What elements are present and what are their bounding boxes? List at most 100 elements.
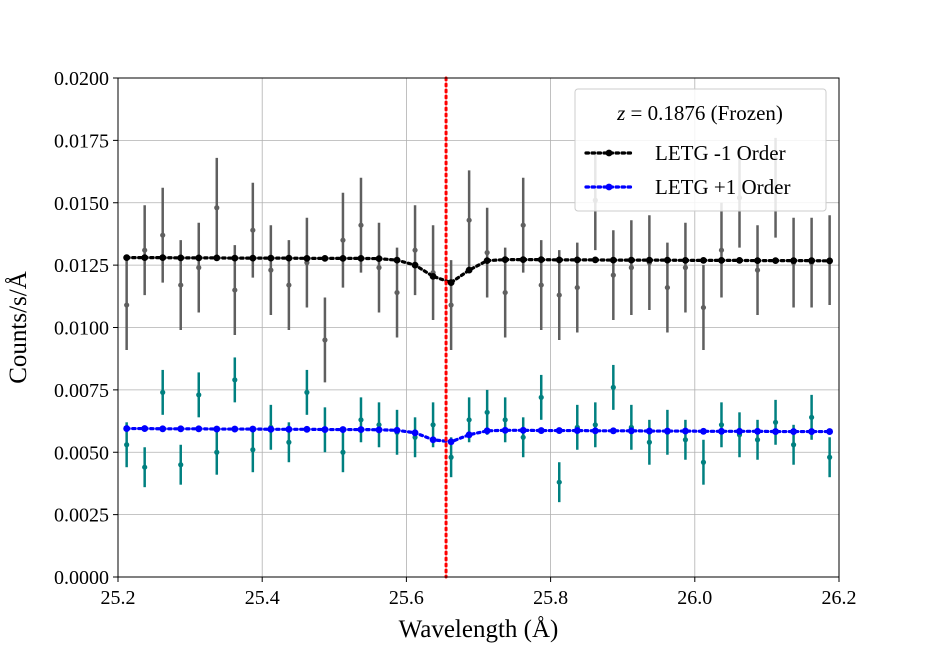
model-point — [808, 257, 816, 265]
data-point — [142, 464, 148, 470]
data-point — [340, 449, 346, 455]
axes: 25.2 25.4 25.6 25.8 26.0 26.2 0.0000 0.0025 0.00… — [54, 68, 857, 609]
data-point — [592, 422, 598, 428]
legend: z = 0.1876 (Frozen) LETG -1 Order LETG +1… — [574, 88, 827, 212]
y-tick-label: 0.0050 — [54, 442, 109, 464]
data-point — [160, 232, 166, 238]
data-point — [142, 247, 148, 253]
data-point — [268, 267, 274, 273]
x-tick-label: 25.6 — [389, 587, 424, 609]
model-point — [736, 256, 743, 264]
x-axis-title: Wavelength (Å) — [399, 616, 559, 643]
data-point — [502, 289, 508, 296]
model-point — [231, 425, 239, 433]
model-point — [267, 254, 275, 262]
model-point — [465, 431, 473, 439]
model-point — [411, 429, 419, 437]
model-point — [826, 257, 834, 265]
data-point — [214, 205, 220, 211]
model-point — [429, 272, 437, 280]
model-point — [627, 427, 635, 435]
model-point — [285, 254, 293, 262]
model-point — [267, 425, 275, 433]
model-point — [483, 257, 491, 265]
model-point — [483, 427, 491, 435]
data-point — [322, 337, 328, 343]
data-point — [754, 437, 761, 443]
model-point — [772, 428, 779, 435]
y-tick-label: 0.0125 — [54, 255, 109, 277]
model-point — [213, 425, 221, 433]
model-point — [375, 426, 383, 434]
data-point — [196, 392, 202, 398]
data-point — [178, 282, 184, 288]
model-point — [519, 426, 527, 434]
data-point — [682, 437, 689, 443]
model-point — [141, 254, 149, 262]
legend-entries: LETG -1 Order LETG +1 Order — [584, 141, 790, 199]
model-point — [754, 257, 761, 265]
model-point — [718, 256, 725, 264]
model-point — [339, 426, 347, 433]
model-point — [808, 428, 816, 435]
data-point — [232, 377, 238, 383]
legend-title: z = 0.1876 (Frozen) — [616, 101, 783, 125]
data-point — [412, 247, 418, 253]
model-point — [754, 427, 761, 435]
model-point — [123, 425, 131, 432]
model-point — [501, 256, 509, 264]
data-point — [610, 384, 616, 390]
y-tick-label: 0.0150 — [54, 193, 109, 215]
model-point — [141, 425, 149, 432]
model-point — [664, 427, 671, 435]
model-point — [357, 426, 365, 433]
model-point — [321, 426, 329, 433]
model-point — [555, 427, 563, 434]
data-point — [772, 419, 779, 425]
data-point — [358, 417, 364, 423]
model-point — [609, 427, 617, 435]
data-point — [538, 394, 544, 400]
data-point — [304, 389, 310, 395]
legend-title-rest: = 0.1876 (Frozen) — [625, 101, 783, 125]
data-point — [232, 287, 238, 293]
data-point — [827, 454, 833, 460]
model-point — [285, 425, 293, 433]
y-tick-label: 0.0100 — [54, 318, 109, 340]
model-point — [231, 254, 239, 262]
y-tick-label: 0.0000 — [54, 567, 109, 589]
data-point — [178, 462, 184, 468]
model-point — [645, 256, 653, 264]
legend-label: LETG +1 Order — [655, 175, 790, 199]
model-point — [303, 425, 311, 433]
x-tick-label: 26.0 — [677, 587, 712, 609]
model-point — [700, 427, 707, 435]
data-point — [448, 302, 454, 308]
data-point — [124, 302, 130, 308]
data-point — [718, 247, 725, 253]
data-point — [700, 304, 707, 311]
model-point — [591, 427, 599, 435]
model-line — [125, 256, 832, 285]
model-point — [573, 256, 581, 264]
data-point — [466, 417, 472, 423]
model-point — [321, 254, 329, 262]
data-point — [754, 267, 761, 273]
data-point — [430, 422, 436, 428]
data-point — [250, 227, 256, 233]
model-point — [249, 254, 257, 262]
data-point — [448, 454, 454, 460]
model-point — [501, 426, 509, 434]
data-point — [376, 422, 382, 428]
data-point — [466, 217, 472, 223]
model-point — [790, 257, 797, 265]
model-point — [213, 254, 221, 262]
data-point — [520, 222, 526, 228]
data-point — [286, 282, 292, 288]
legend-box — [574, 88, 827, 212]
data-point — [250, 447, 256, 453]
data-point — [556, 479, 562, 485]
data-point — [718, 422, 725, 428]
legend-marker — [605, 149, 613, 157]
